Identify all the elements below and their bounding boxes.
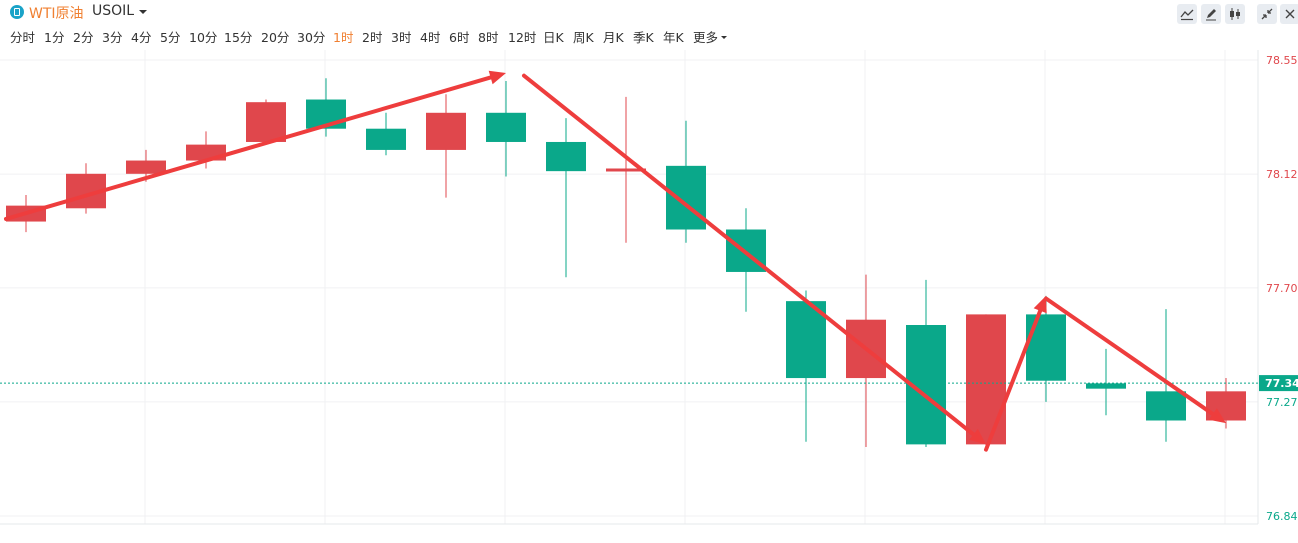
tab-period-12[interactable]: 3时 [391,30,412,45]
chevron-down-icon[interactable] [139,10,147,14]
tab-period-8[interactable]: 20分 [261,30,290,45]
arrow-head-icon [488,70,506,85]
tab-period-4[interactable]: 4分 [131,30,152,45]
y-tick-label: 78.129 [1266,168,1298,181]
close-icon[interactable] [1280,4,1298,24]
symbol-code[interactable]: USOIL [92,3,135,19]
chart-header: WTI原油 USOIL [0,0,1298,24]
candle-body[interactable] [486,112,526,142]
candle-body[interactable] [546,141,586,172]
candle-body[interactable] [1146,391,1186,421]
period-tabs: 分时 1分 2分 3分 4分 5分 10分 15分 20分 30分 1时 2时 3时 4时 6时 8时 12时日… [0,27,800,45]
tab-period-6[interactable]: 10分 [189,30,218,45]
candle-body[interactable] [126,160,166,174]
tab-period-2[interactable]: 2分 [73,30,94,45]
arrow-head-icon [1208,408,1226,424]
candle-body[interactable] [1026,314,1066,381]
y-tick-label: 78.559 [1266,54,1298,67]
last-price-tag [1259,375,1298,392]
trend-arrow-2 [984,308,1043,452]
tab-period-19[interactable]: 月K [603,30,624,45]
tab-period-20[interactable]: 季K [633,30,654,45]
symbol-badge-icon [10,5,24,19]
trend-arrow-3 [1044,296,1215,417]
candle-body[interactable] [366,128,406,150]
symbol-name[interactable]: WTI原油 [29,6,84,22]
tab-period-21[interactable]: 年K [663,30,684,45]
candle-body[interactable] [1086,383,1126,389]
tab-period-22[interactable]: 更多 [693,30,719,45]
trend-arrow-1 [522,73,976,437]
candle-body[interactable] [786,301,826,379]
tab-period-14[interactable]: 6时 [449,30,470,45]
tab-period-18[interactable]: 周K [573,30,594,45]
candle-body[interactable] [966,314,1006,445]
tab-period-11[interactable]: 2时 [362,30,383,45]
tab-period-3[interactable]: 3分 [102,30,123,45]
tab-period-1[interactable]: 1分 [44,30,65,45]
candle-body[interactable] [666,165,706,230]
tab-period-9[interactable]: 30分 [297,30,326,45]
tab-period-0[interactable]: 分时 [10,30,36,45]
arrow-head-icon [1033,295,1047,314]
tab-period-13[interactable]: 4时 [420,30,441,45]
last-price-label: 77.341 [1265,377,1298,390]
more-chevron-icon[interactable] [721,36,727,39]
candle-body[interactable] [426,112,466,150]
trend-arrow-0 [4,75,493,221]
y-tick-label: 76.840 [1266,510,1298,523]
tab-period-16[interactable]: 12时 [508,30,537,45]
tab-period-15[interactable]: 8时 [478,30,499,45]
arrow-head-icon [969,428,986,445]
candle-style-icon[interactable] [1225,4,1245,24]
line-tool-icon[interactable] [1177,4,1197,24]
tab-period-10[interactable]: 1时 [333,30,354,45]
collapse-icon[interactable] [1257,4,1277,24]
tab-period-7[interactable]: 15分 [224,30,253,45]
candle-body[interactable] [606,168,646,172]
tab-period-5[interactable]: 5分 [160,30,181,45]
pen-tool-icon[interactable] [1201,4,1221,24]
candle-body[interactable] [246,102,286,142]
tab-period-17[interactable]: 日K [543,30,564,45]
y-tick-label: 77.270 [1266,396,1298,409]
y-tick-label: 77.700 [1266,282,1298,295]
